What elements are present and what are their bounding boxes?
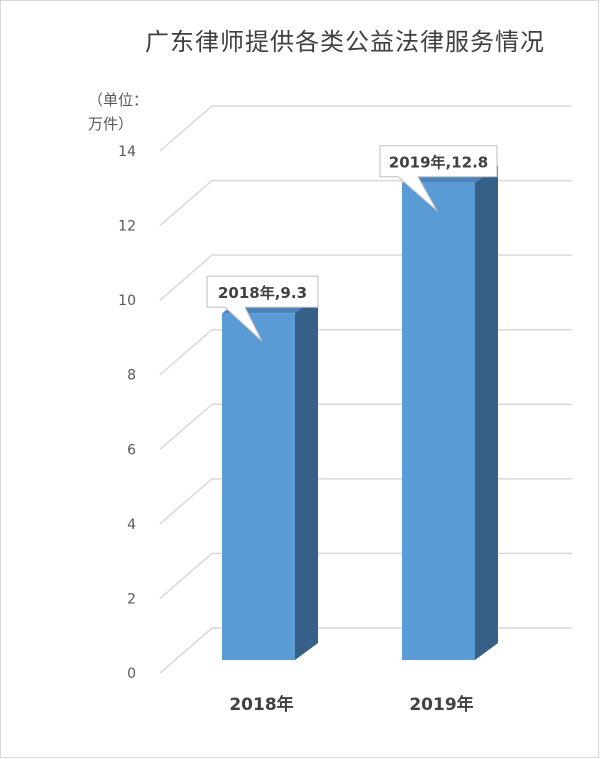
chart-title: 广东律师提供各类公益法律服务情况 xyxy=(145,28,545,56)
gridline-diagonal xyxy=(159,478,213,525)
bar-side xyxy=(295,296,318,660)
bar xyxy=(402,182,475,660)
data-label-callout xyxy=(206,275,319,342)
bar-side xyxy=(475,165,498,660)
y-tick-label: 8 xyxy=(127,368,136,384)
y-tick-label: 2 xyxy=(127,591,136,607)
data-label: 2018年,9.3 xyxy=(218,284,307,302)
x-tick-label: 2018年 xyxy=(229,694,293,715)
gridline-diagonal xyxy=(159,254,213,301)
y-tick-label: 0 xyxy=(127,666,136,682)
gridline-diagonal xyxy=(159,105,213,152)
gridline-diagonal xyxy=(159,552,213,599)
gridline-diagonal xyxy=(159,627,213,674)
y-tick-label: 12 xyxy=(118,219,136,235)
x-tick-label: 2019年 xyxy=(409,694,473,715)
y-tick-label: 10 xyxy=(118,293,136,309)
gridline-diagonal xyxy=(159,180,213,227)
bar xyxy=(222,313,295,660)
y-tick-label: 14 xyxy=(118,144,136,160)
gridline-diagonal xyxy=(159,329,213,376)
gridline-diagonal xyxy=(159,403,213,450)
y-tick-label: 6 xyxy=(127,442,136,458)
data-label: 2019年,12.8 xyxy=(389,154,488,172)
y-tick-label: 4 xyxy=(127,517,136,533)
data-label-callout xyxy=(379,145,498,212)
y-axis-unit-label: （单位：万件） xyxy=(88,91,149,133)
